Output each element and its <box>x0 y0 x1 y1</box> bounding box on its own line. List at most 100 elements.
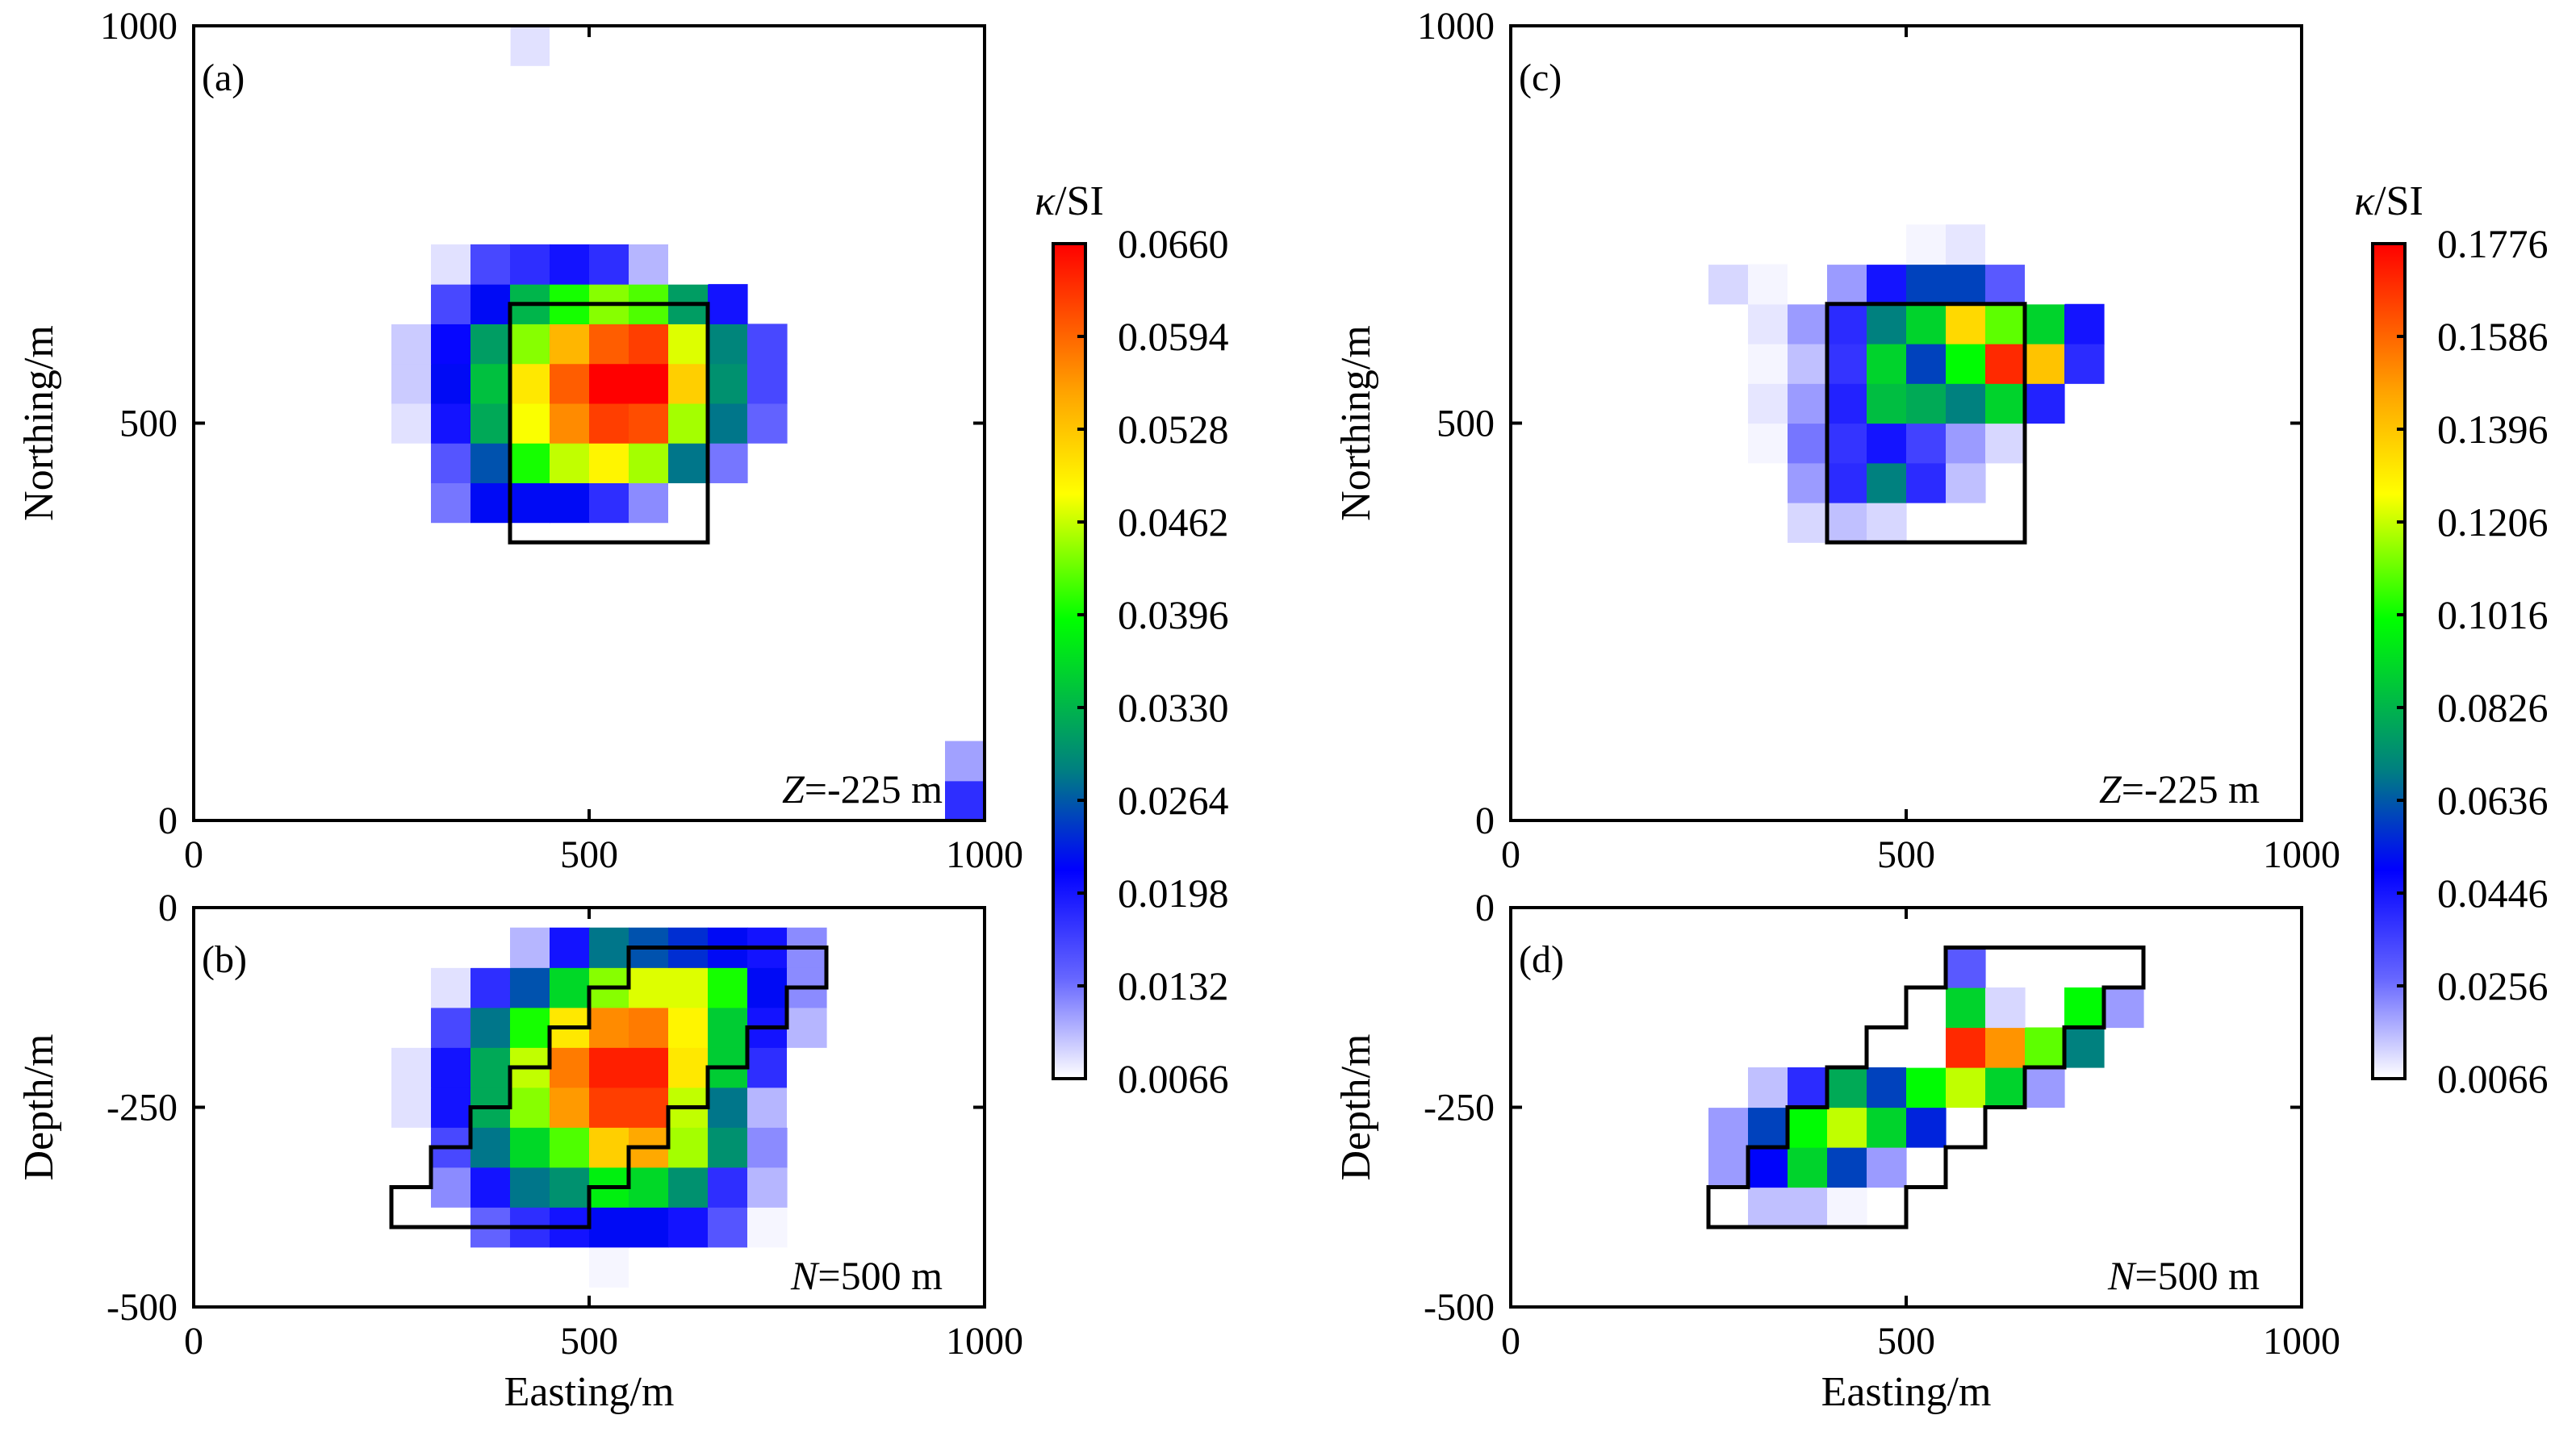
heatmap-cell <box>1985 1067 2026 1108</box>
heatmap-cell <box>1985 383 2026 424</box>
heatmap-cell <box>1748 344 1788 384</box>
model-outline <box>1706 946 2146 1230</box>
heatmap-cell <box>1867 1147 1907 1188</box>
heatmap-cell <box>1827 423 1867 464</box>
heatmap-cell <box>1788 383 1828 424</box>
colorbar-left: 0.0660 0.0594 0.0528 0.0462 0.0396 0.0330 0.02… <box>1035 178 1228 1101</box>
colorbar-tick-label: 0.0066 <box>1118 1056 1229 1101</box>
heatmap-cell <box>550 244 590 285</box>
heatmap-cell <box>1867 303 1907 344</box>
y-tick-label: 1000 <box>100 5 178 48</box>
heatmap-cell <box>629 363 669 404</box>
heatmap-cell <box>629 1167 669 1208</box>
heatmap-cell <box>550 1087 590 1128</box>
colorbar-tick-label: 0.0660 <box>1118 221 1229 266</box>
colorbar-title-symbol: κ <box>1035 178 1056 224</box>
heatmap-cell <box>747 403 788 444</box>
heatmap-cell <box>550 1246 590 1288</box>
heatmap-cell <box>470 482 511 524</box>
x-tick-label: 0 <box>1501 833 1520 876</box>
heatmap-cell <box>1906 462 1947 503</box>
heatmap-cell <box>1867 383 1907 424</box>
heatmap-cell <box>1708 423 1749 464</box>
heatmap-cell <box>1827 1187 1867 1228</box>
heatmap-cell <box>391 1007 432 1048</box>
heatmap-cell <box>1827 1067 1867 1108</box>
heatmap-cell <box>589 1047 629 1088</box>
heatmap-cell <box>589 1127 629 1168</box>
colorbar-tick-label: 0.0132 <box>1118 963 1229 1008</box>
heatmap-cells <box>391 26 985 821</box>
panel-note: N=500 m <box>790 1253 943 1298</box>
heatmap-cell <box>589 403 629 444</box>
heatmap-cell <box>1827 224 1867 265</box>
heatmap-cell <box>470 1007 511 1048</box>
heatmap-cell <box>510 443 550 483</box>
heatmap-cell <box>2064 303 2105 344</box>
y-tick-label: -500 <box>1424 1286 1495 1329</box>
heatmap-cell <box>391 1246 432 1288</box>
heatmap-cell <box>1867 344 1907 384</box>
heatmap-cell <box>470 1047 511 1088</box>
heatmap-cell <box>431 1047 471 1088</box>
heatmap-cell <box>510 927 550 968</box>
heatmap-cell <box>747 1127 788 1168</box>
heatmap-cell <box>391 1047 432 1088</box>
heatmap-cell <box>1946 987 1986 1029</box>
heatmap-cell <box>1827 303 1867 344</box>
heatmap-cell <box>391 403 432 444</box>
heatmap-cell <box>550 324 590 365</box>
heatmap-cell <box>1985 344 2026 384</box>
y-tick-label: 500 <box>119 403 178 445</box>
heatmap-cell <box>1906 383 1947 424</box>
heatmap-cell <box>629 482 669 524</box>
heatmap-cell <box>1788 264 1828 305</box>
x-tick-label: 500 <box>560 1320 618 1363</box>
heatmap-cell <box>629 403 669 444</box>
heatmap-cell <box>550 967 590 1008</box>
heatmap-cell <box>1748 1187 1788 1228</box>
heatmap-cell <box>1788 462 1828 503</box>
heatmap-cell <box>1669 303 1709 344</box>
heatmap-cell <box>668 1246 709 1288</box>
heatmap-cell <box>431 244 471 285</box>
heatmap-cell <box>747 1087 788 1128</box>
heatmap-cell <box>431 482 471 524</box>
heatmap-cell <box>708 1207 748 1248</box>
heatmap-cell <box>550 26 590 66</box>
heatmap-cell <box>2025 344 2065 384</box>
heatmap-cell <box>1669 264 1709 305</box>
heatmap-cell <box>589 1087 629 1128</box>
heatmap-cell <box>708 1167 748 1208</box>
heatmap-cell <box>1985 1027 2026 1068</box>
heatmap-cell <box>708 284 748 324</box>
colorbar-tick-label: 0.0826 <box>2437 685 2549 730</box>
heatmap-cell <box>945 741 985 782</box>
heatmap-cell <box>470 324 511 365</box>
panel-d: 0 500 1000 -500 -250 0 Easting/m Depth/m (d) N=50… <box>1333 887 2340 1415</box>
heatmap-cell <box>1867 224 1907 265</box>
colorbar-frame <box>2371 242 2407 1080</box>
heatmap-cell <box>708 1246 748 1288</box>
heatmap-cell <box>668 363 709 404</box>
heatmap-cell <box>1788 1067 1828 1108</box>
panel-note: N=500 m <box>2107 1253 2260 1298</box>
y-tick-label: 0 <box>158 799 178 842</box>
colorbar-right: 0.1776 0.1586 0.1396 0.1206 0.1016 0.0826 0.06… <box>2354 178 2548 1101</box>
heatmap-cell <box>391 363 432 404</box>
heatmap-cell <box>668 244 709 285</box>
y-tick-label: -250 <box>1424 1087 1495 1129</box>
heatmap-cell <box>431 1167 471 1208</box>
heatmap-cell <box>550 1167 590 1208</box>
x-tick-label: 1000 <box>946 1320 1023 1363</box>
heatmap-cell <box>629 1007 669 1048</box>
heatmap-cell <box>1827 264 1867 305</box>
heatmap-cells <box>391 927 827 1288</box>
y-tick-label: 500 <box>1436 403 1495 445</box>
heatmap-cell <box>391 443 432 483</box>
heatmap-cell <box>1946 462 1986 503</box>
colorbar-tick-label: 0.0264 <box>1118 778 1229 823</box>
heatmap-cell <box>708 443 748 483</box>
heatmap-cell <box>708 324 748 365</box>
